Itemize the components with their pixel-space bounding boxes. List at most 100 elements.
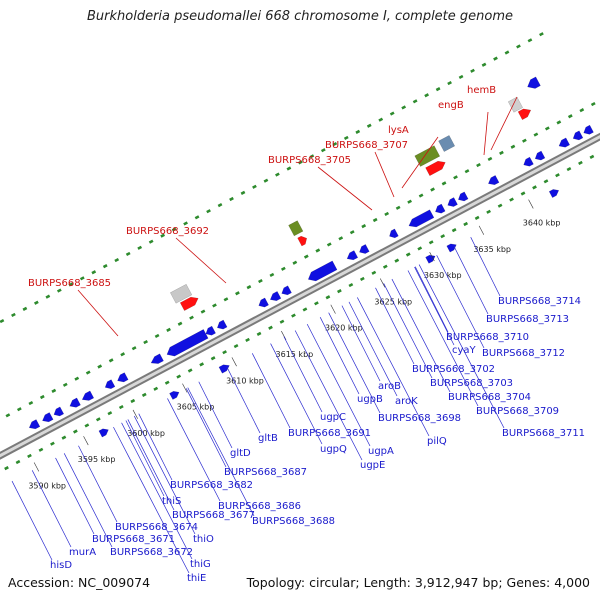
gene-feature <box>359 244 370 254</box>
gene-labels: BURPS668_3685 BURPS668_3692 BURPS668_3705 B… <box>11 85 585 584</box>
track-dot <box>337 289 342 294</box>
blue-gene-label: BURPS668_3704 <box>448 392 531 403</box>
label-leader <box>270 343 323 445</box>
gene-feature <box>307 260 338 282</box>
track-dot <box>4 466 9 471</box>
track-dot <box>516 44 521 49</box>
track-dot <box>176 374 182 379</box>
label-leader <box>113 426 190 574</box>
label-leader <box>414 266 455 346</box>
red-gene-label: BURPS668_3692 <box>126 226 209 237</box>
blue-gene-label: pilQ <box>427 436 447 447</box>
label-leader <box>187 387 255 517</box>
track-dot <box>210 356 216 361</box>
track-dot <box>389 111 395 116</box>
track-dot <box>326 242 332 247</box>
gene-feature <box>435 203 446 214</box>
map-title: Burkholderia pseudomallei 668 chromosome… <box>86 9 514 24</box>
blue-gene-label: BURPS668_3702 <box>412 364 495 375</box>
blue-gene-label: BURPS668_3674 <box>115 522 198 533</box>
kbp-tick-label: 3620 kbp <box>325 324 363 333</box>
track-dot <box>578 160 583 166</box>
gene-feature <box>169 283 193 304</box>
track-dot <box>143 339 148 345</box>
gene-feature <box>216 319 228 330</box>
track-dot <box>522 138 527 143</box>
label-leader <box>127 419 175 511</box>
track-dot <box>539 32 544 37</box>
blue-gene-label: gltB <box>258 433 278 444</box>
track-dot <box>85 370 91 375</box>
track-dot <box>286 166 292 171</box>
label-leader <box>125 420 165 497</box>
kbp-tick-label: 3630 kbp <box>424 271 462 280</box>
blue-gene-label: BURPS668_3709 <box>476 406 559 417</box>
blue-gene-label: BURPS668_3671 <box>92 534 175 545</box>
red-gene-label: BURPS668_3705 <box>268 155 351 166</box>
gene-feature <box>179 296 199 312</box>
track-dot <box>45 294 51 299</box>
gene-feature <box>258 297 269 308</box>
track-dot <box>320 148 326 153</box>
track-dot <box>194 215 200 220</box>
gene-feature <box>53 406 65 417</box>
blue-gene-label: BURPS668_3677 <box>172 510 255 521</box>
track-dot <box>418 193 424 198</box>
track-dot <box>458 74 464 80</box>
track-dot <box>453 175 458 180</box>
gene-feature <box>447 197 458 207</box>
track-dot <box>280 266 286 271</box>
track-dot <box>258 278 263 284</box>
label-leader <box>198 381 233 449</box>
track-dot <box>118 405 124 410</box>
topology-text: Topology: circular; Length: 3,912,947 bp… <box>246 575 590 590</box>
label-leader <box>341 305 381 382</box>
track-dot <box>50 441 55 446</box>
track-dot <box>309 154 315 159</box>
track-dot <box>212 303 217 308</box>
label-leader <box>63 453 113 548</box>
red-gene-label: hemB <box>467 85 496 96</box>
gene-feature <box>517 108 532 121</box>
gene-feature <box>98 428 109 438</box>
track-dot <box>343 135 349 141</box>
gene-feature <box>269 291 282 302</box>
track-dot <box>590 101 596 107</box>
label-leader <box>226 366 261 434</box>
blue-gene-label: aroB <box>378 381 401 392</box>
blue-gene-label: aroK <box>395 396 418 407</box>
blue-gene-label: ugpC <box>320 412 346 423</box>
track-dot <box>114 257 120 263</box>
gene-feature <box>169 390 180 400</box>
kbp-tick-label: 3595 kbp <box>78 455 116 464</box>
label-leader <box>133 415 196 535</box>
track-dot <box>470 68 475 73</box>
track-dot <box>39 394 45 400</box>
blue-gene-label: BURPS668_3688 <box>252 516 335 527</box>
track-dot <box>154 333 160 339</box>
label-leader <box>138 413 173 481</box>
kbp-tick-mark <box>330 304 336 314</box>
track-dot <box>200 309 206 314</box>
blue-gene-label: ugpE <box>360 460 385 471</box>
track-dot <box>187 368 193 373</box>
track-dot <box>315 248 321 253</box>
track-dot <box>527 38 533 43</box>
track-dot <box>366 123 372 128</box>
track-dot <box>361 224 367 229</box>
gene-feature <box>425 160 446 177</box>
track-dot <box>166 327 171 332</box>
label-leader <box>185 388 227 468</box>
track-dot <box>33 300 39 305</box>
track-dot <box>412 99 418 104</box>
track-dot <box>245 337 250 343</box>
label-leader <box>357 297 430 437</box>
kbp-tick-label: 3610 kbp <box>226 376 264 385</box>
track-dot <box>556 120 562 125</box>
track-dot <box>91 270 97 275</box>
gene-feature <box>523 156 534 167</box>
gene-feature <box>288 220 304 237</box>
track-dot <box>372 217 378 223</box>
blue-gene-label: thiO <box>193 534 214 545</box>
kbp-tick-label: 3635 kbp <box>473 245 511 254</box>
